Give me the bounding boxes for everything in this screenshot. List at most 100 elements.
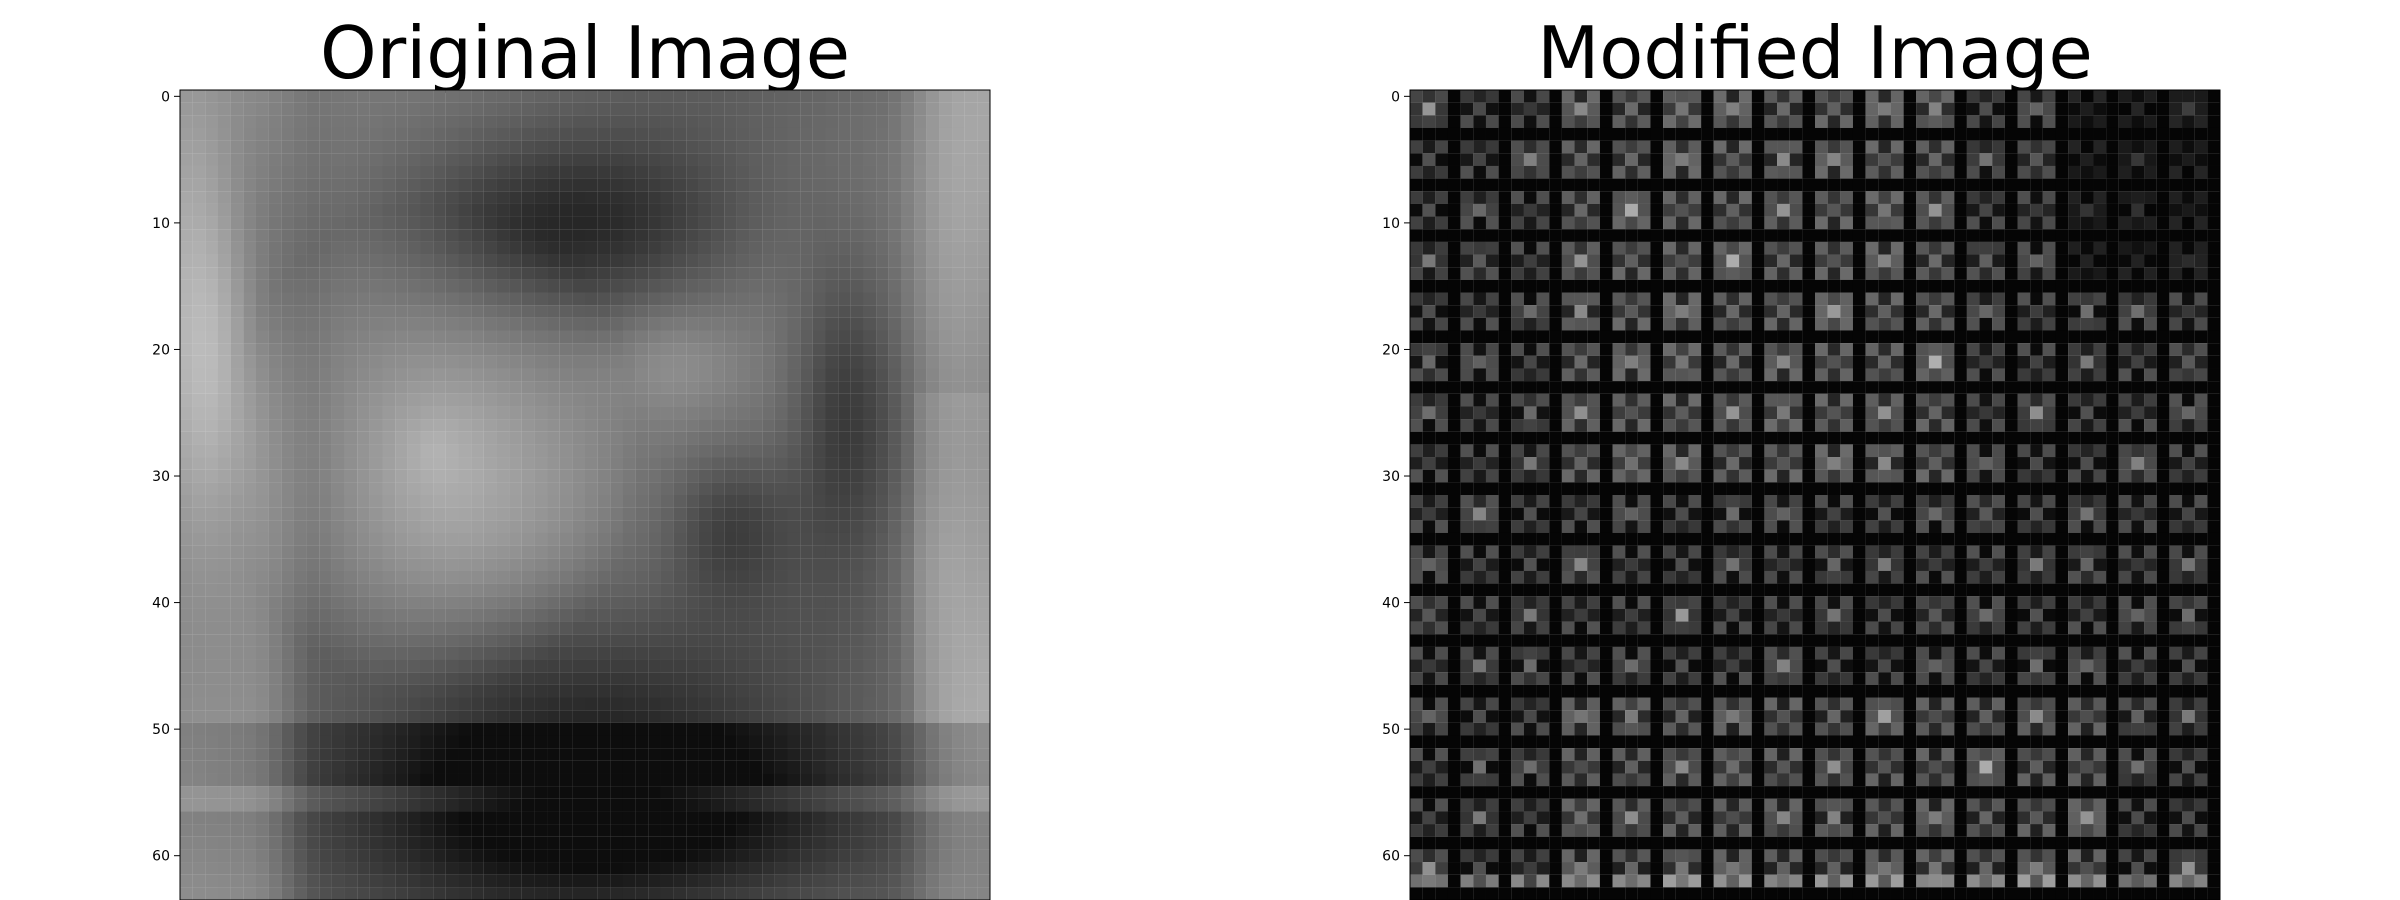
original-image-pixel	[344, 355, 358, 369]
original-image-pixel	[673, 254, 687, 268]
original-image-pixel	[724, 153, 737, 166]
original-image-pixel	[952, 419, 965, 432]
original-image-pixel	[597, 887, 611, 900]
original-image-pixel	[800, 203, 813, 217]
original-image-pixel	[547, 355, 560, 369]
original-image-pixel	[952, 330, 965, 344]
original-image-pixel	[217, 697, 231, 711]
original-image-pixel	[711, 419, 725, 432]
original-image-pixel	[192, 760, 206, 774]
original-image-pixel	[686, 545, 699, 559]
modified-image-title: Modified Image	[1537, 11, 2093, 95]
original-image-pixel	[433, 646, 446, 660]
original-image-pixel	[509, 672, 522, 685]
original-image-pixel	[243, 393, 256, 407]
original-image-pixel	[369, 862, 383, 875]
modified-image-pixel	[1498, 115, 1512, 129]
modified-image-pixel	[1979, 90, 1993, 103]
original-image-pixel	[762, 684, 775, 698]
modified-image-pixel	[1979, 178, 1993, 192]
original-image-pixel	[483, 381, 497, 394]
original-image-pixel	[483, 165, 497, 179]
original-image-pixel	[787, 798, 801, 812]
original-image-pixel	[319, 558, 332, 571]
original-image-pixel	[521, 355, 535, 369]
modified-image-pixel	[2068, 178, 2081, 192]
original-image-pixel	[420, 710, 434, 723]
original-image-pixel	[648, 178, 661, 192]
original-image-pixel	[445, 672, 459, 685]
original-image-pixel	[698, 191, 712, 204]
original-image-pixel	[952, 849, 965, 863]
modified-image-pixel	[2080, 178, 2094, 192]
original-image-pixel	[686, 596, 699, 609]
original-image-pixel	[914, 495, 927, 508]
original-image-pixel	[876, 760, 889, 774]
original-image-pixel	[673, 102, 687, 116]
original-image-pixel	[977, 469, 991, 483]
original-image-pixel	[863, 279, 877, 293]
original-image-pixel	[635, 697, 649, 711]
original-image-pixel	[610, 153, 624, 166]
original-image-pixel	[369, 482, 383, 496]
original-image-pixel	[230, 684, 244, 698]
original-image-pixel	[243, 368, 256, 382]
original-image-pixel	[800, 710, 813, 723]
original-image-pixel	[812, 862, 826, 875]
original-image-pixel	[812, 887, 826, 900]
original-image-pixel	[825, 786, 839, 799]
original-image-pixel	[344, 545, 358, 559]
original-image-pixel	[180, 722, 193, 736]
original-image-pixel	[673, 482, 687, 496]
original-image-pixel	[293, 381, 307, 394]
modified-image-pixel	[2017, 241, 2031, 255]
original-image-pixel	[812, 368, 826, 382]
original-image-pixel	[521, 532, 535, 546]
original-image-pixel	[180, 444, 193, 458]
modified-image-pixel	[1460, 191, 1474, 204]
modified-image-pixel	[1865, 241, 1879, 255]
original-image-pixel	[952, 608, 965, 622]
modified-image-pixel	[1916, 140, 1929, 154]
modified-image-pixel	[2131, 153, 2145, 166]
original-image-pixel	[977, 558, 991, 571]
original-image-pixel	[293, 520, 307, 534]
original-image-pixel	[977, 482, 991, 496]
original-image-pixel	[547, 824, 560, 837]
modified-image-pixel	[1840, 90, 1854, 103]
original-image-pixel	[559, 684, 573, 698]
original-image-pixel	[369, 570, 383, 584]
original-image-pixel	[534, 824, 548, 837]
original-image-pixel	[939, 583, 953, 597]
original-image-pixel	[635, 583, 649, 597]
original-image-pixel	[483, 330, 497, 344]
original-image-pixel	[230, 862, 244, 875]
original-image-pixel	[597, 191, 611, 204]
original-image-pixel	[660, 254, 674, 268]
original-image-pixel	[660, 874, 674, 888]
original-image-pixel	[585, 646, 598, 660]
original-image-pixel	[369, 495, 383, 508]
original-image-pixel	[610, 178, 624, 192]
original-image-pixel	[534, 153, 548, 166]
modified-image-pixel	[2207, 165, 2221, 179]
original-image-pixel	[800, 786, 813, 799]
modified-image-pixel	[2182, 140, 2195, 154]
modified-image-pixel	[1954, 115, 1967, 129]
original-image-pixel	[458, 520, 472, 534]
original-image-pixel	[964, 773, 978, 787]
original-image-pixel	[724, 748, 737, 761]
original-image-pixel	[306, 532, 320, 546]
original-image-pixel	[635, 824, 649, 837]
original-image-pixel	[838, 178, 851, 192]
modified-image-pixel	[1536, 153, 1550, 166]
modified-image-pixel	[1992, 191, 2005, 204]
original-image-pixel	[914, 697, 927, 711]
original-image-pixel	[217, 229, 231, 242]
original-image-pixel	[319, 773, 332, 787]
original-image-pixel	[926, 216, 940, 230]
modified-image-pixel	[2156, 90, 2170, 103]
original-image-pixel	[863, 457, 877, 470]
original-image-pixel	[230, 140, 244, 154]
modified-image-pixel	[1827, 191, 1841, 204]
